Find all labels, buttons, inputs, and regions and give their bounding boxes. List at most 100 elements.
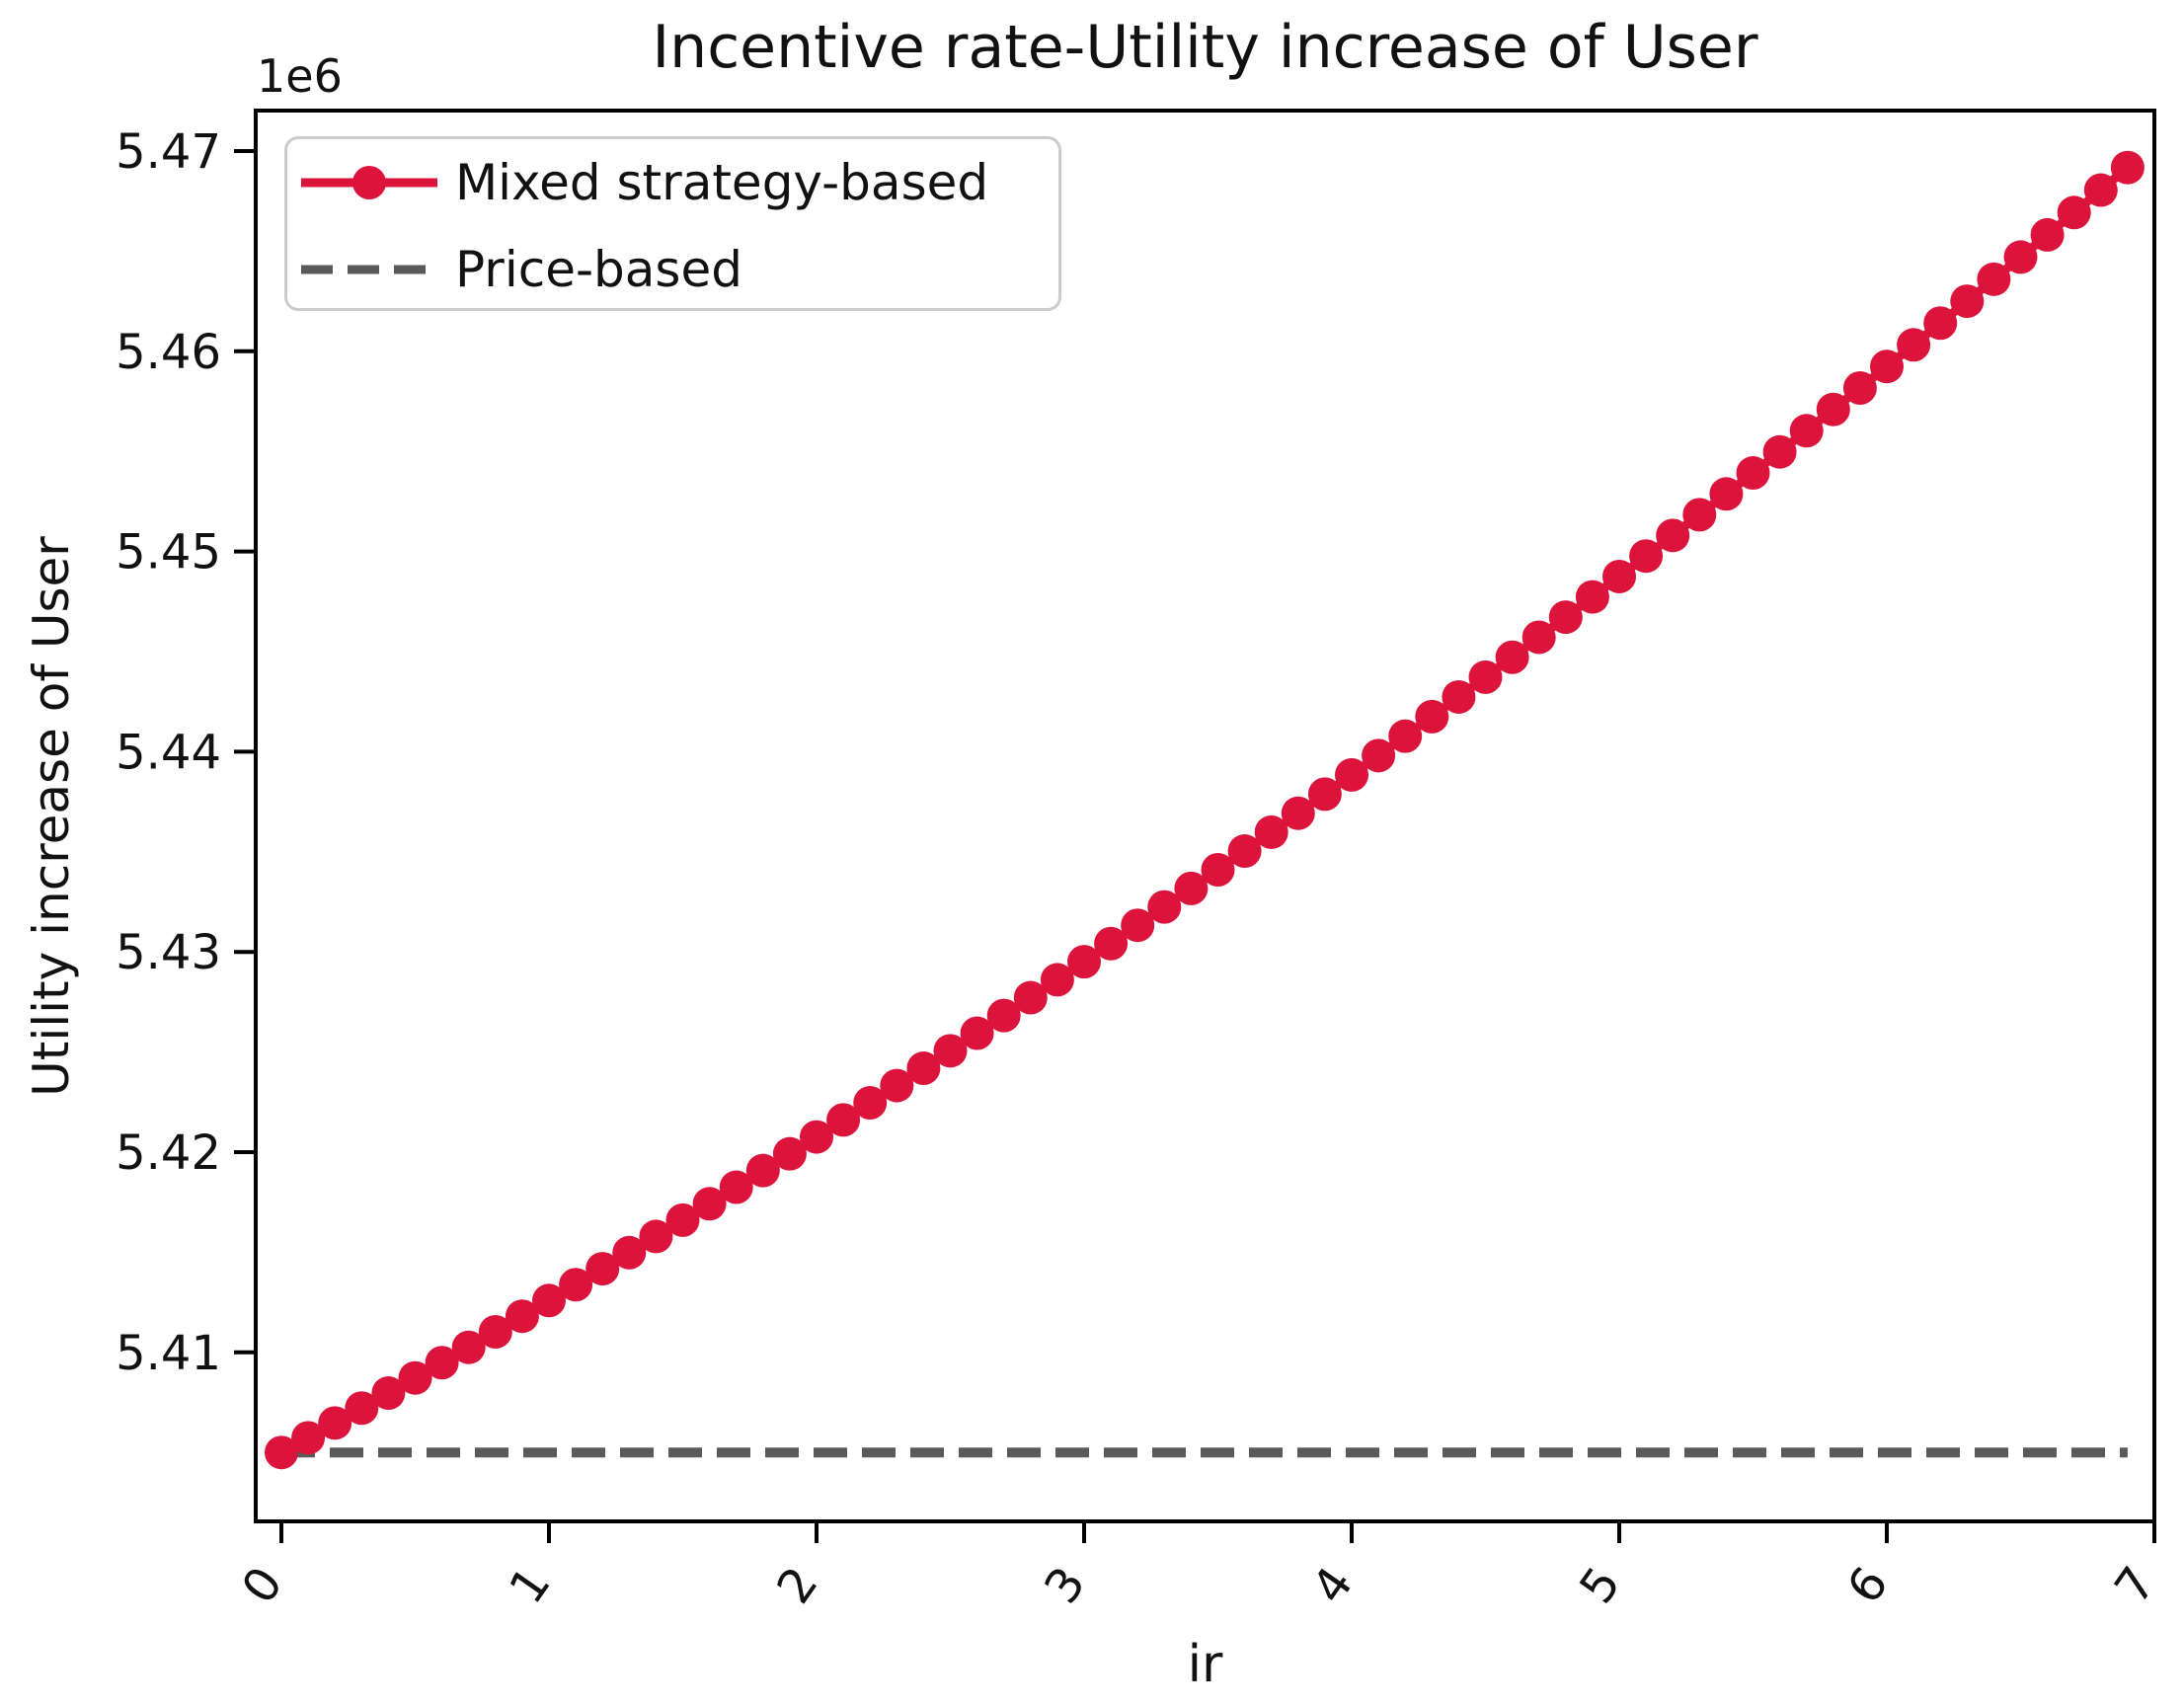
mixed-strategy-marker xyxy=(1388,719,1423,753)
mixed-strategy-marker xyxy=(986,998,1021,1033)
mixed-strategy-marker xyxy=(906,1051,941,1086)
mixed-strategy-marker xyxy=(532,1283,566,1318)
legend-label: Price-based xyxy=(455,241,742,298)
y-tick-label: 5.41 xyxy=(116,1326,221,1381)
mixed-strategy-marker xyxy=(1923,306,1958,341)
mixed-strategy-marker xyxy=(1147,890,1182,924)
mixed-strategy-marker xyxy=(1281,796,1315,830)
mixed-strategy-marker xyxy=(1575,580,1609,614)
mixed-strategy-marker xyxy=(1442,679,1476,714)
mixed-strategy-marker xyxy=(291,1421,326,1455)
y-tick-label: 5.44 xyxy=(116,725,221,780)
mixed-strategy-marker xyxy=(1629,539,1664,574)
mixed-strategy-marker xyxy=(505,1299,539,1334)
y-axis-label: Utility increase of User xyxy=(23,536,80,1097)
mixed-strategy-marker xyxy=(1548,600,1583,635)
y-tick-label: 5.47 xyxy=(116,124,221,180)
mixed-strategy-marker xyxy=(1307,777,1342,812)
mixed-strategy-marker xyxy=(318,1406,352,1440)
axes-frame xyxy=(254,109,2156,1523)
x-tick-label: 5 xyxy=(1569,1557,1631,1613)
y-tick-label: 5.46 xyxy=(116,325,221,380)
mixed-strategy-marker xyxy=(1789,414,1824,448)
mixed-strategy-marker xyxy=(2030,217,2065,252)
mixed-strategy-marker xyxy=(1897,328,1931,362)
mixed-strategy-marker xyxy=(772,1136,807,1171)
mixed-strategy-marker xyxy=(1656,518,1690,553)
mixed-strategy-marker xyxy=(559,1268,593,1302)
mixed-strategy-marker xyxy=(826,1103,861,1137)
mixed-strategy-marker xyxy=(1201,852,1235,887)
mixed-strategy-marker xyxy=(398,1360,432,1395)
mixed-strategy-marker xyxy=(1521,620,1556,655)
mixed-strategy-marker xyxy=(1762,434,1797,469)
mixed-strategy-marker xyxy=(1816,392,1850,426)
mixed-strategy-marker xyxy=(1870,349,1904,384)
mixed-strategy-marker xyxy=(639,1219,673,1254)
mixed-strategy-marker xyxy=(719,1170,753,1204)
x-tick-label: 0 xyxy=(231,1557,293,1613)
y-tick-label: 5.42 xyxy=(116,1125,221,1181)
legend-item-mixed-strategy: Mixed strategy-based xyxy=(287,139,1058,226)
legend-label: Mixed strategy-based xyxy=(455,154,989,211)
mixed-strategy-marker xyxy=(1335,757,1368,792)
x-axis-label: ir xyxy=(1187,1635,1223,1694)
mixed-strategy-marker xyxy=(665,1202,700,1237)
mixed-strategy-marker xyxy=(1950,284,1985,319)
mixed-strategy-marker xyxy=(2110,150,2145,185)
mixed-strategy-marker xyxy=(960,1016,994,1050)
mixed-strategy-marker xyxy=(1468,659,1503,694)
x-tick-label: 7 xyxy=(2104,1557,2166,1613)
mixed-strategy-marker xyxy=(1362,738,1396,773)
mixed-strategy-marker xyxy=(1842,371,1877,406)
mixed-strategy-marker xyxy=(425,1346,459,1380)
mixed-strategy-marker xyxy=(1174,871,1209,905)
chart-title: Incentive rate-Utility increase of User xyxy=(652,13,1758,82)
mixed-strategy-marker xyxy=(1067,945,1101,979)
dashed-line-icon xyxy=(301,265,437,274)
mixed-strategy-marker xyxy=(1415,699,1449,734)
mixed-strategy-marker xyxy=(880,1068,914,1103)
mixed-strategy-marker xyxy=(1040,963,1074,997)
y-axis-offset-label: 1e6 xyxy=(257,49,343,103)
mixed-strategy-marker xyxy=(800,1120,833,1154)
mixed-strategy-marker xyxy=(345,1391,379,1426)
mixed-strategy-marker xyxy=(1709,477,1744,511)
y-tick-label: 5.43 xyxy=(116,925,221,980)
y-tick-label: 5.45 xyxy=(116,525,221,581)
mixed-strategy-marker xyxy=(1013,980,1048,1015)
mixed-strategy-marker xyxy=(1602,559,1636,593)
mixed-strategy-marker xyxy=(1736,456,1770,491)
mixed-strategy-marker xyxy=(1227,834,1262,869)
mixed-strategy-marker xyxy=(1682,498,1717,532)
mixed-strategy-line xyxy=(278,164,2131,1457)
mixed-strategy-marker xyxy=(371,1376,406,1411)
mixed-strategy-marker xyxy=(1121,908,1155,943)
mixed-strategy-marker xyxy=(265,1435,298,1470)
mixed-strategy-marker xyxy=(1977,262,2011,296)
legend-item-price-based: Price-based xyxy=(287,226,1058,313)
mixed-strategy-marker xyxy=(2057,195,2091,230)
mixed-strategy-marker xyxy=(1495,640,1529,674)
solid-line-with-dot-icon xyxy=(301,166,437,199)
mixed-strategy-marker xyxy=(1094,926,1129,961)
mixed-strategy-marker xyxy=(451,1330,486,1364)
x-tick-label: 3 xyxy=(1034,1557,1096,1613)
x-tick-label: 4 xyxy=(1301,1557,1364,1613)
x-tick-label: 2 xyxy=(766,1557,828,1613)
mixed-strategy-marker xyxy=(2003,240,2038,274)
mixed-strategy-marker xyxy=(745,1153,780,1188)
mixed-strategy-marker xyxy=(585,1252,620,1286)
mixed-strategy-marker xyxy=(2083,173,2118,207)
mixed-strategy-marker xyxy=(478,1314,512,1349)
x-tick-label: 1 xyxy=(499,1557,561,1613)
mixed-strategy-marker xyxy=(933,1034,968,1068)
mixed-strategy-marker xyxy=(692,1187,727,1221)
x-tick-label: 6 xyxy=(1836,1557,1899,1613)
mixed-strategy-marker xyxy=(612,1235,647,1270)
mixed-strategy-marker xyxy=(1254,814,1288,849)
legend-box: Mixed strategy-based Price-based xyxy=(284,136,1061,311)
mixed-strategy-marker xyxy=(853,1086,888,1121)
